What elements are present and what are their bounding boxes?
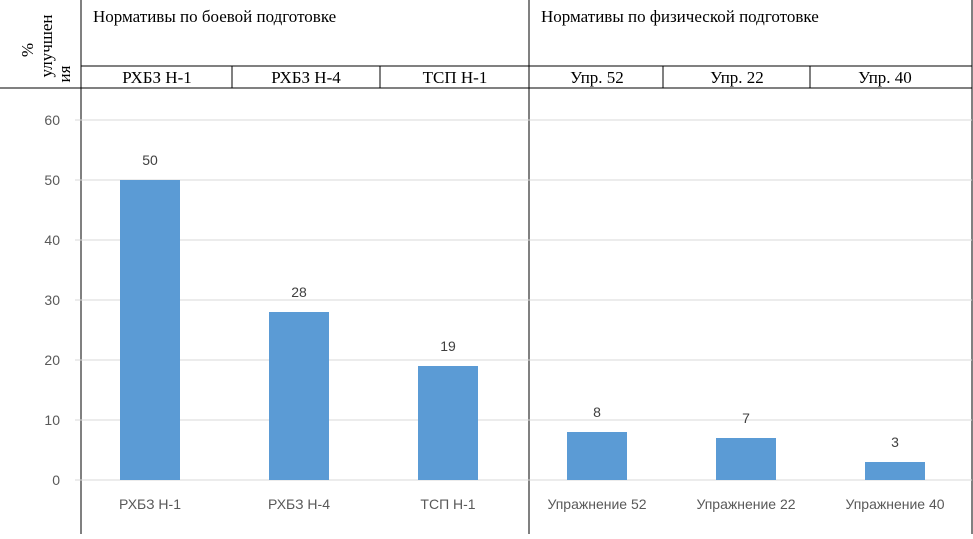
bar (865, 462, 925, 480)
y-tick-label: 10 (44, 412, 60, 428)
y-tick-label: 40 (44, 232, 60, 248)
group1-title: Нормативы по боевой подготовке (93, 7, 336, 26)
subheader-cell: Упр. 40 (858, 68, 912, 87)
data-label: 50 (142, 152, 158, 168)
y-tick-label: 50 (44, 172, 60, 188)
bar (567, 432, 627, 480)
group2-title: Нормативы по физической подготовке (541, 7, 819, 26)
x-tick-label: РХБЗ Н-1 (119, 496, 181, 512)
y-tick-label: 0 (52, 472, 60, 488)
gridlines (75, 119, 972, 481)
x-axis-labels: РХБЗ Н-1 РХБЗ Н-4 ТСП Н-1 Упражнение 52 Упра… (119, 496, 945, 512)
data-label: 28 (291, 284, 307, 300)
x-tick-label: Упражнение 40 (845, 496, 944, 512)
data-label: 8 (593, 404, 601, 420)
bars (120, 180, 925, 480)
data-labels: 50 28 19 8 7 3 (142, 152, 899, 450)
y-tick-label: 60 (44, 112, 60, 128)
subheader-cell: ТСП Н-1 (423, 68, 488, 87)
y-axis-ticks: 0 10 20 30 40 50 60 (44, 112, 60, 488)
subheader-row: РХБЗ Н-1 РХБЗ Н-4 ТСП Н-1 Упр. 52 Упр. 22 Упр… (122, 68, 912, 87)
plot-area: 0 10 20 30 40 50 60 50 28 19 8 7 3 РХБЗ Н-1 РХБЗ Н-4… (44, 112, 972, 512)
subheader-cell: Упр. 22 (710, 68, 764, 87)
x-tick-label: РХБЗ Н-4 (268, 496, 330, 512)
bar (269, 312, 329, 480)
data-label: 19 (440, 338, 456, 354)
x-tick-label: Упражнение 22 (696, 496, 795, 512)
data-label: 3 (891, 434, 899, 450)
bar (120, 180, 180, 480)
data-label: 7 (742, 410, 750, 426)
subheader-cell: Упр. 52 (570, 68, 624, 87)
x-tick-label: ТСП Н-1 (420, 496, 475, 512)
subheader-cell: РХБЗ Н-1 (122, 68, 192, 87)
x-tick-label: Упражнение 52 (547, 496, 646, 512)
y-tick-label: 20 (44, 352, 60, 368)
y-tick-label: 30 (44, 292, 60, 308)
yaxis-label-line1: % (18, 43, 37, 57)
yaxis-label-line2: улучшен (37, 14, 56, 77)
yaxis-label-line3: ия (55, 65, 74, 82)
subheader-cell: РХБЗ Н-4 (271, 68, 341, 87)
bar (716, 438, 776, 480)
bar (418, 366, 478, 480)
